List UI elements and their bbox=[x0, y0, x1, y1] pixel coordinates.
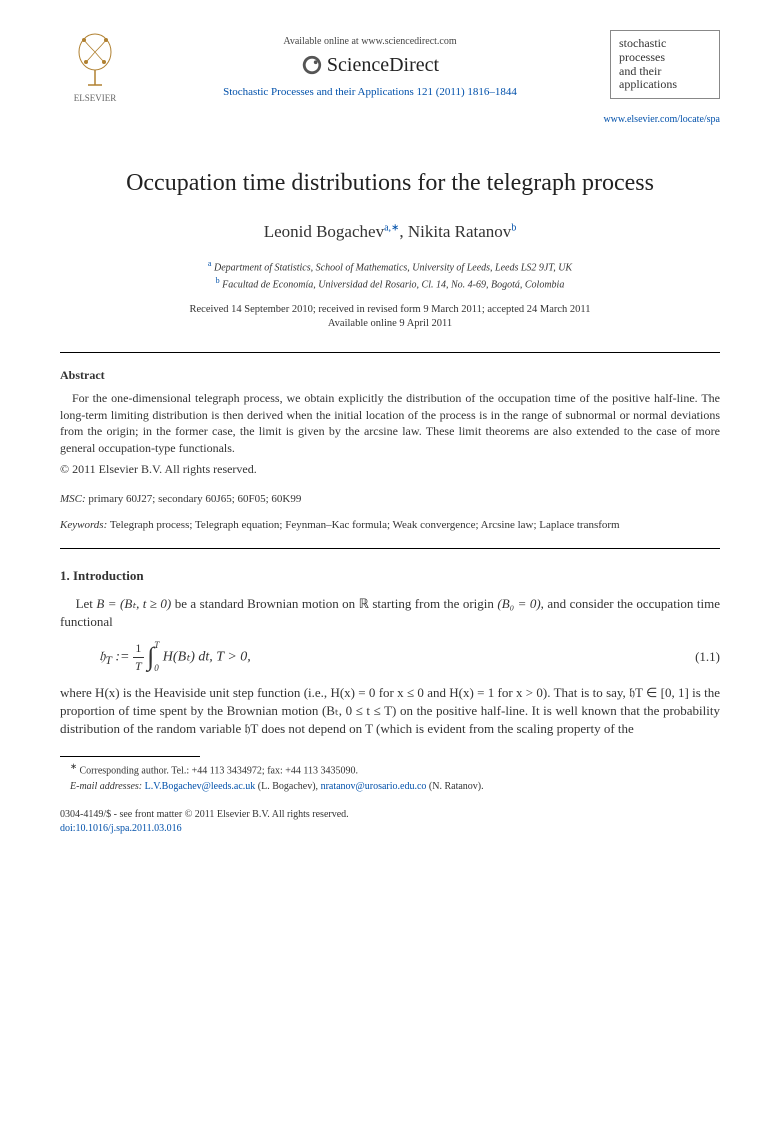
sciencedirect-icon bbox=[301, 54, 323, 76]
affiliation-b: Facultad de Economía, Universidad del Ro… bbox=[222, 280, 564, 291]
keywords-label: Keywords: bbox=[60, 519, 107, 531]
equation-number: (1.1) bbox=[695, 648, 720, 666]
keywords-list: Telegraph process; Telegraph equation; F… bbox=[107, 519, 619, 531]
equation-1-1: 𝔥T := 1T ∫T0 H(Bₜ) dt, T > 0, (1.1) bbox=[99, 639, 720, 675]
msc-classification: MSC: primary 60J27; secondary 60J65; 60F… bbox=[60, 492, 720, 507]
author-1-affil: a,∗ bbox=[384, 223, 399, 234]
issn-copyright: 0304-4149/$ - see front matter © 2011 El… bbox=[60, 808, 720, 822]
sciencedirect-logo: ScienceDirect bbox=[130, 51, 610, 79]
intro-para-2: where H(x) is the Heaviside unit step fu… bbox=[60, 684, 720, 739]
publisher-name: ELSEVIER bbox=[60, 92, 130, 105]
section-1-heading: 1. Introduction bbox=[60, 567, 720, 585]
abstract-copyright: © 2011 Elsevier B.V. All rights reserved… bbox=[60, 461, 720, 478]
article-title: Occupation time distributions for the te… bbox=[60, 167, 720, 201]
affiliation-a: Department of Statistics, School of Math… bbox=[214, 262, 572, 273]
article-dates: Received 14 September 2010; received in … bbox=[60, 303, 720, 332]
rule-bottom bbox=[60, 548, 720, 549]
sciencedirect-label: ScienceDirect bbox=[327, 51, 439, 79]
msc-codes: primary 60J27; secondary 60J65; 60F05; 6… bbox=[86, 493, 302, 505]
equation-content: 𝔥T := 1T ∫T0 H(Bₜ) dt, T > 0, bbox=[99, 639, 695, 675]
journal-title-box: stochastic processes and their applicati… bbox=[610, 30, 720, 99]
header-bar: ELSEVIER Available online at www.science… bbox=[60, 30, 720, 105]
elsevier-tree-icon bbox=[70, 30, 120, 90]
journal-reference[interactable]: Stochastic Processes and their Applicati… bbox=[130, 85, 610, 100]
author-list: Leonid Bogacheva,∗, Nikita Ratanovb bbox=[60, 220, 720, 244]
online-date: Available online 9 April 2011 bbox=[60, 317, 720, 332]
locate-url[interactable]: www.elsevier.com/locate/spa bbox=[60, 113, 720, 127]
abstract-body: For the one-dimensional telegraph proces… bbox=[60, 390, 720, 457]
author-1: Leonid Bogachev bbox=[264, 222, 384, 241]
corresponding-author-footnote: ∗ Corresponding author. Tel.: +44 113 34… bbox=[60, 761, 720, 778]
intro-para-1: Let B = (Bₜ, t ≥ 0) be a standard Browni… bbox=[60, 595, 720, 631]
email-label: E-mail addresses: bbox=[70, 781, 142, 792]
email-author-1[interactable]: L.V.Bogachev@leeds.ac.uk bbox=[145, 781, 256, 792]
fraction: 1T bbox=[133, 640, 144, 675]
author-2-affil: b bbox=[511, 223, 516, 234]
msc-label: MSC: bbox=[60, 493, 86, 505]
doi-link[interactable]: doi:10.1016/j.spa.2011.03.016 bbox=[60, 822, 720, 836]
email-footnote: E-mail addresses: L.V.Bogachev@leeds.ac.… bbox=[60, 779, 720, 794]
center-header: Available online at www.sciencedirect.co… bbox=[130, 30, 610, 100]
email-author-2[interactable]: nratanov@urosario.edu.co bbox=[321, 781, 427, 792]
author-2: Nikita Ratanov bbox=[408, 222, 511, 241]
elsevier-logo: ELSEVIER bbox=[60, 30, 130, 105]
affiliations: a Department of Statistics, School of Ma… bbox=[60, 258, 720, 293]
bottom-matter: 0304-4149/$ - see front matter © 2011 El… bbox=[60, 808, 720, 836]
rule-top bbox=[60, 352, 720, 353]
keywords: Keywords: Telegraph process; Telegraph e… bbox=[60, 517, 720, 534]
integral-sign-icon: ∫ bbox=[147, 642, 154, 671]
footnote-rule bbox=[60, 756, 200, 757]
received-date: Received 14 September 2010; received in … bbox=[60, 303, 720, 318]
abstract-heading: Abstract bbox=[60, 367, 720, 384]
available-online-text: Available online at www.sciencedirect.co… bbox=[130, 35, 610, 49]
